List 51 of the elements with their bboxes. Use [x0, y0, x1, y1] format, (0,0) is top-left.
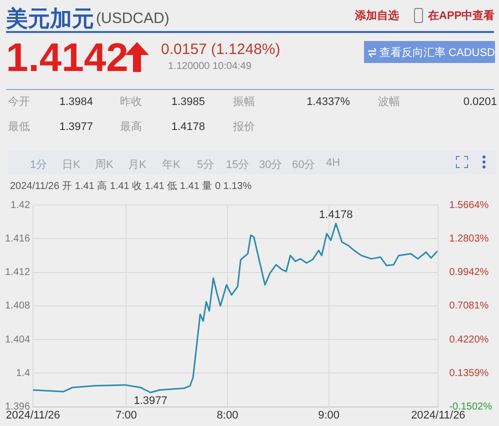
text: 在APP中查看 [428, 10, 495, 22]
text: 60分 [292, 158, 316, 172]
x-tick-label: 9:00 [318, 409, 340, 422]
text: 5分 [197, 158, 214, 172]
text: 最低 [8, 121, 30, 134]
y2-tick-label: 0.4220% [449, 334, 489, 346]
y2-tick-label: 1.2803% [449, 233, 489, 244]
text: 1.4337% [306, 96, 350, 108]
y2-tick-label: 0.1359% [449, 368, 489, 379]
text: 报价 [233, 121, 255, 134]
text: 今开 [8, 96, 30, 108]
y2-tick-label: 1.5664% [449, 200, 489, 211]
text: 1分 [30, 158, 48, 172]
chart-title: 美元加元 [6, 5, 94, 33]
text: 日K [62, 158, 80, 172]
text: 4H [326, 157, 340, 169]
text: 波幅 [378, 96, 400, 108]
y-tick-label: 1.4 [16, 368, 30, 379]
y-tick-label: 1.412 [4, 267, 30, 278]
text: 振幅 [233, 96, 255, 108]
text: 2024/11/26 开 1.41 高 1.41 收 1.41 低 1.41 量 0 1.13% [10, 180, 252, 193]
text: 昨收 [120, 96, 142, 108]
x-tick-label: 2024/11/26 [6, 409, 60, 422]
text: 最高 [120, 121, 142, 134]
annotation: 1.4178 [319, 209, 353, 222]
text: 周K [95, 158, 114, 172]
text: 1.3977 [59, 121, 93, 134]
text: 1.3984 [59, 96, 93, 108]
text: 1.4178 [171, 121, 205, 134]
chart-subtitle: (USDCAD) [96, 10, 170, 27]
x-tick-label: 8:00 [216, 409, 238, 422]
y2-tick-label: 0.7081% [449, 300, 489, 312]
text: 1.120000 10:04:49 [168, 61, 252, 72]
text: 年K [162, 158, 180, 172]
text: 1.3985 [171, 96, 205, 108]
y-tick-label: 1.408 [4, 300, 30, 312]
y-tick-label: 1.416 [4, 233, 30, 244]
text: 15分 [226, 158, 250, 172]
y-tick-label: 1.404 [4, 334, 30, 346]
text: 1.4142 [6, 36, 128, 80]
annotation: 1.3977 [134, 395, 168, 408]
y2-tick-label: 0.9942% [449, 267, 489, 278]
x-tick-label: 7:00 [116, 409, 137, 422]
text: 0.0157 (1.1248%) [161, 41, 280, 58]
y-tick-label: 1.42 [10, 200, 30, 211]
text: 添加自选 [355, 10, 399, 22]
text: 月K [128, 158, 146, 172]
x-tick-label: 2024/11/26 [411, 409, 466, 422]
text: 0.0201 [463, 96, 497, 108]
text: 查看反向汇率 CADUSD [379, 46, 495, 60]
text: 30分 [259, 158, 282, 172]
